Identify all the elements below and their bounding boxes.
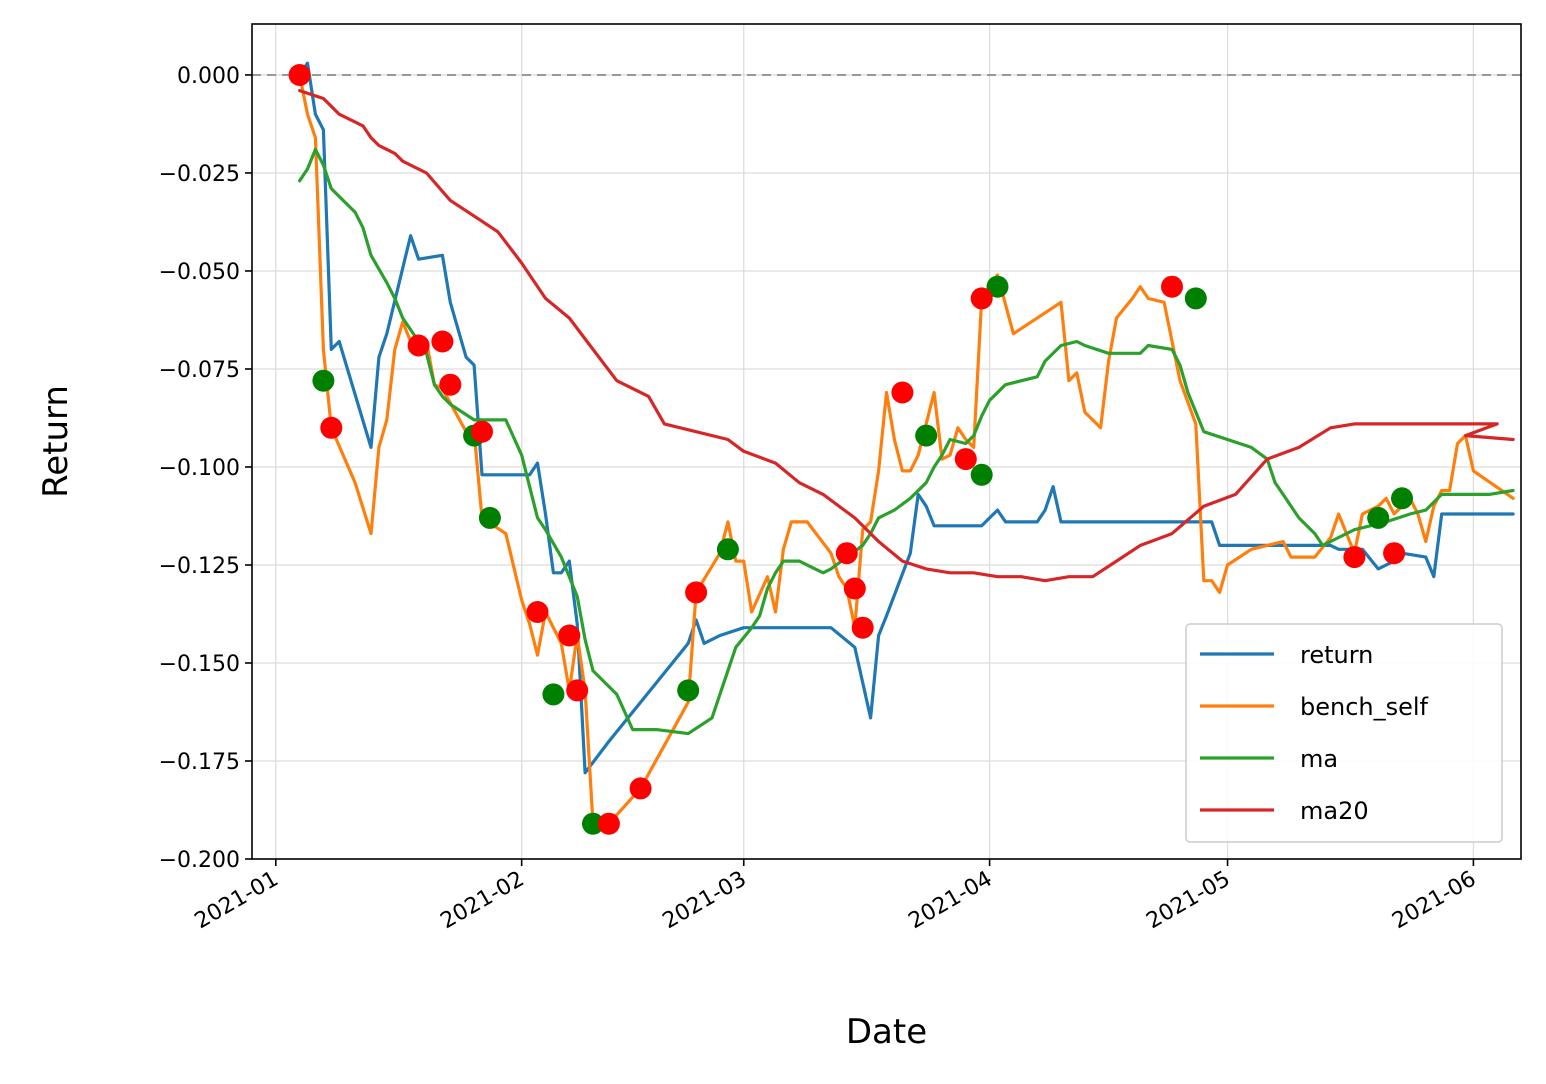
sell-marker <box>320 416 343 439</box>
sell-marker <box>566 679 589 702</box>
y-tick-label: −0.175 <box>159 750 240 775</box>
sell-marker <box>685 581 708 604</box>
buy-marker <box>677 679 700 702</box>
sell-marker <box>439 373 462 396</box>
y-tick-label: −0.025 <box>159 162 240 187</box>
legend-label-ma20: ma20 <box>1300 797 1369 825</box>
y-axis-ticks: 0.000 −0.025 −0.050 −0.075 −0.100 −0.125 −0.15… <box>159 64 252 873</box>
sell-marker <box>1383 542 1406 565</box>
buy-marker <box>986 275 1009 298</box>
sell-marker <box>629 777 652 800</box>
y-tick-label: −0.150 <box>159 652 240 677</box>
legend-label-return: return <box>1300 641 1373 669</box>
y-tick-label: −0.125 <box>159 554 240 579</box>
sell-marker <box>1343 546 1366 569</box>
y-tick-label: 0.000 <box>177 64 240 89</box>
sell-marker <box>954 448 977 471</box>
buy-marker <box>582 812 604 835</box>
sell-marker <box>288 64 311 86</box>
legend-label-ma: ma <box>1300 745 1338 773</box>
sell-marker <box>431 330 454 353</box>
sell-marker <box>407 334 430 357</box>
sell-marker <box>526 601 549 623</box>
buy-marker <box>478 506 501 529</box>
buy-marker <box>1184 287 1207 310</box>
buy-marker <box>542 683 565 706</box>
buy-marker <box>915 424 938 447</box>
y-tick-label: −0.050 <box>159 260 240 285</box>
y-tick-label: −0.075 <box>159 358 240 383</box>
sell-marker <box>851 616 874 639</box>
y-tick-label: −0.200 <box>159 848 240 873</box>
trade-markers <box>288 64 1413 835</box>
legend-label-bench-self: bench_self <box>1300 693 1429 721</box>
buy-marker <box>1367 506 1390 529</box>
series-line-ma20 <box>298 88 1515 583</box>
sell-marker <box>558 624 581 647</box>
sell-marker <box>843 577 866 600</box>
buy-marker <box>312 369 335 392</box>
buy-marker <box>1391 487 1413 510</box>
sell-marker <box>835 542 858 565</box>
legend-box <box>1185 623 1503 843</box>
sell-marker <box>471 420 493 443</box>
y-axis-title: Return <box>36 385 76 498</box>
buy-marker <box>716 538 739 561</box>
sell-marker <box>891 381 914 404</box>
series-line-ma <box>298 147 1515 736</box>
x-axis-title: Date <box>846 1012 927 1052</box>
sell-marker <box>597 812 620 835</box>
sell-marker <box>1161 275 1183 298</box>
y-tick-label: −0.100 <box>159 456 240 481</box>
plot-area-frame <box>251 23 1522 860</box>
sell-marker <box>970 287 993 310</box>
buy-marker <box>970 463 993 486</box>
